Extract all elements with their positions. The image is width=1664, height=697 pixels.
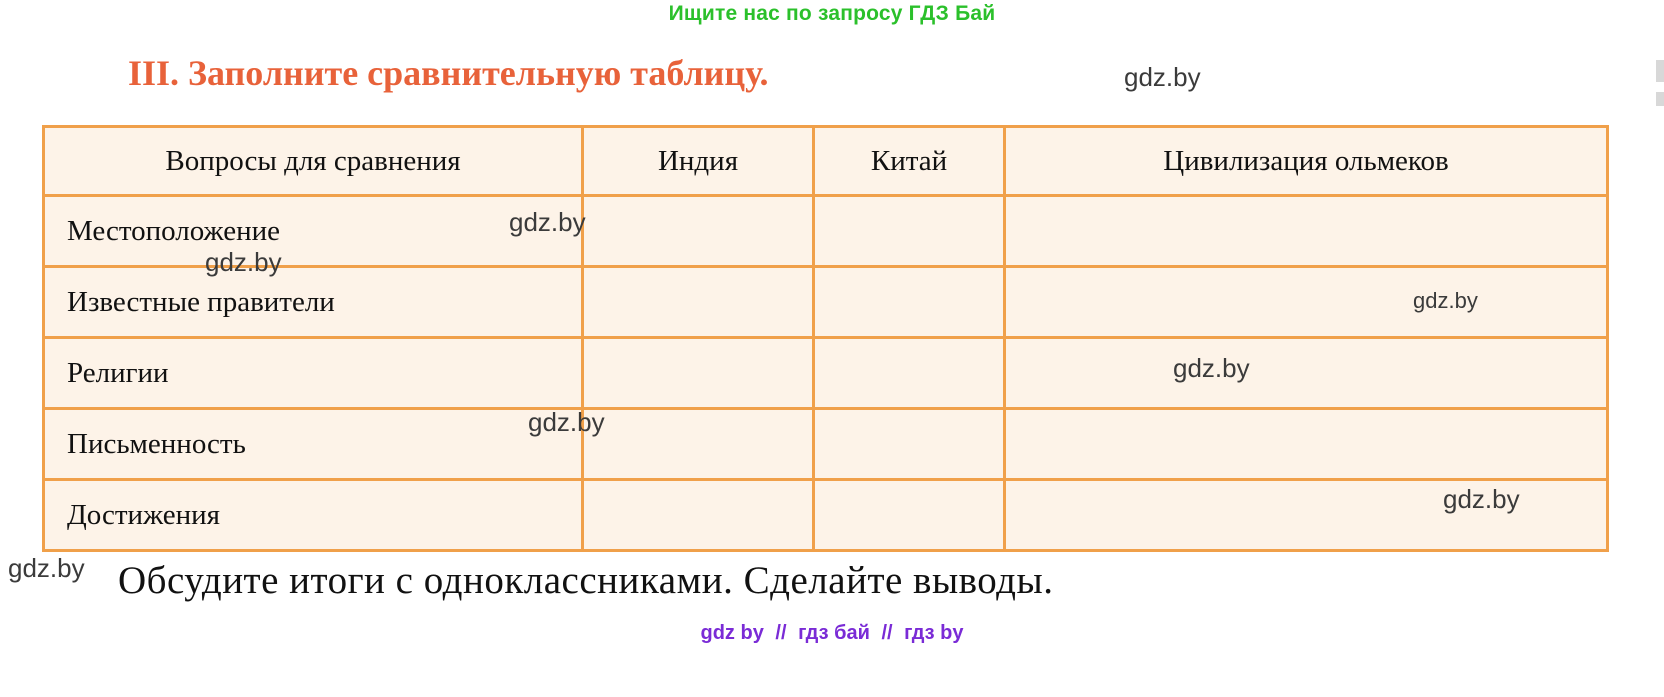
watermark-text: gdz.by — [1124, 62, 1201, 92]
column-header-olmec: Цивилизация ольмеков — [1003, 125, 1609, 197]
footer-separator-1: // — [775, 622, 787, 644]
cell-rulers-olmec[interactable] — [1003, 265, 1609, 339]
promo-banner: Ищите нас по запросу ГДЗ Бай — [668, 2, 996, 25]
column-header-questions: Вопросы для сравнения — [42, 125, 584, 197]
cell-location-china[interactable] — [812, 194, 1006, 268]
cell-rulers-india[interactable] — [581, 265, 815, 339]
column-header-china: Китай — [812, 125, 1006, 197]
row-label-rulers: Известные правители — [42, 265, 584, 339]
cell-religions-india[interactable] — [581, 336, 815, 410]
cell-religions-olmec[interactable] — [1003, 336, 1609, 410]
table-header-row: Вопросы для сравнения Индия Китай Цивили… — [42, 125, 1609, 197]
table-row: Достижения — [42, 478, 1609, 552]
column-header-india: Индия — [581, 125, 815, 197]
footer-item-1: gdz by — [700, 622, 764, 644]
footer-item-2: гдз бай — [798, 622, 870, 644]
cell-location-india[interactable] — [581, 194, 815, 268]
table-row: Религии — [42, 336, 1609, 410]
cell-writing-olmec[interactable] — [1003, 407, 1609, 481]
cell-achievements-olmec[interactable] — [1003, 478, 1609, 552]
cell-achievements-india[interactable] — [581, 478, 815, 552]
table-body: Местоположение Известные правители Религ… — [42, 194, 1609, 552]
footer-item-3: гдз by — [904, 622, 964, 644]
row-label-writing: Письменность — [42, 407, 584, 481]
watermark-text: gdz.by — [8, 553, 85, 583]
cell-religions-china[interactable] — [812, 336, 1006, 410]
footer-watermark: gdz by // гдз бай // гдз by — [0, 622, 1664, 645]
row-label-achievements: Достижения — [42, 478, 584, 552]
cell-writing-india[interactable] — [581, 407, 815, 481]
table-row: Местоположение — [42, 194, 1609, 268]
cell-location-olmec[interactable] — [1003, 194, 1609, 268]
instruction-text: Обсудите итоги с одноклассниками. Сделай… — [118, 559, 1054, 602]
row-label-religions: Религии — [42, 336, 584, 410]
comparison-table: Вопросы для сравнения Индия Китай Цивили… — [42, 125, 1609, 552]
table-row: Известные правители — [42, 265, 1609, 339]
footer-separator-2: // — [881, 622, 893, 644]
page-edge-artifact-top — [1656, 60, 1664, 82]
cell-writing-china[interactable] — [812, 407, 1006, 481]
cell-rulers-china[interactable] — [812, 265, 1006, 339]
table-row: Письменность — [42, 407, 1609, 481]
row-label-location: Местоположение — [42, 194, 584, 268]
page-title: III. Заполните сравнительную таблицу. — [128, 53, 769, 93]
cell-achievements-china[interactable] — [812, 478, 1006, 552]
table-header: Вопросы для сравнения Индия Китай Цивили… — [42, 125, 1609, 197]
page-edge-artifact-bottom — [1656, 92, 1664, 106]
